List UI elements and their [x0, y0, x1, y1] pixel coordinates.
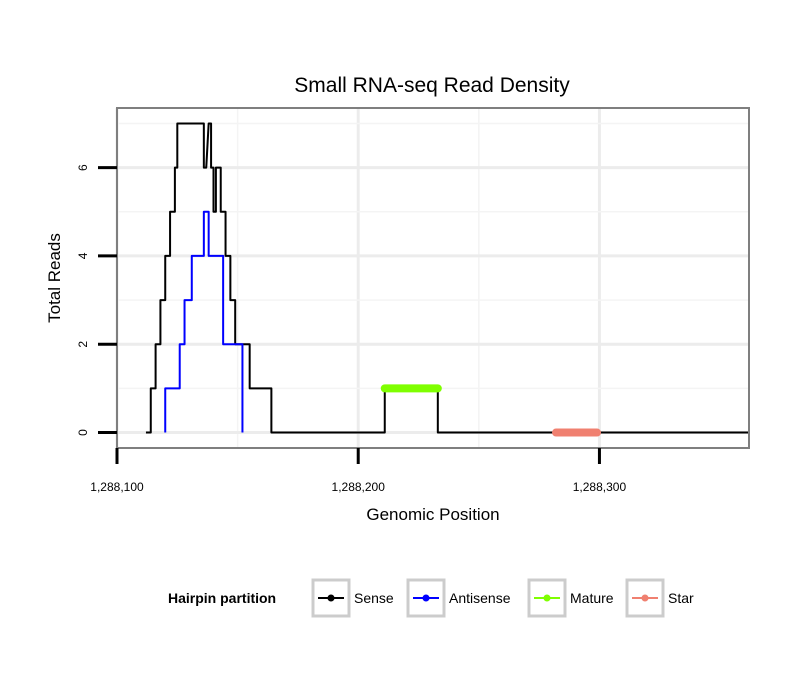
legend: Hairpin partition Sense Antisense Mature St… [168, 578, 694, 618]
series-layer [145, 122, 749, 437]
y-axis-title: Total Reads [45, 233, 64, 323]
legend-key-dot [422, 594, 430, 602]
legend-label: Sense [354, 590, 394, 606]
legend-key-dot [327, 594, 335, 602]
legend-item-star: Star [625, 578, 694, 618]
legend-key-dot [641, 594, 649, 602]
y-axis: 0 2 4 6 [76, 164, 117, 436]
y-tick-label: 0 [76, 429, 90, 436]
chart-title: Small RNA-seq Read Density [294, 74, 570, 97]
y-tick-label: 2 [76, 341, 90, 348]
x-tick-label: 1,288,100 [90, 480, 144, 494]
x-axis-title: Genomic Position [366, 505, 499, 524]
legend-label: Star [668, 590, 694, 606]
x-axis: 1,288,100 1,288,200 1,288,300 [90, 448, 626, 494]
legend-item-antisense: Antisense [406, 578, 511, 618]
x-tick-label: 1,288,300 [573, 480, 627, 494]
legend-title: Hairpin partition [168, 590, 276, 606]
legend-key-dot [543, 594, 551, 602]
legend-label: Mature [570, 590, 614, 606]
x-tick-label: 1,288,200 [332, 480, 386, 494]
legend-items: Sense Antisense Mature Star [311, 578, 694, 618]
y-tick-label: 4 [76, 252, 90, 259]
y-tick-label: 6 [76, 164, 90, 171]
plot-panel [115, 107, 750, 449]
legend-item-mature: Mature [527, 578, 614, 618]
series-line-antisense [164, 210, 244, 433]
panel-border [116, 107, 750, 449]
legend-item-sense: Sense [311, 578, 394, 618]
series-line-sense [145, 122, 749, 434]
legend-label: Antisense [449, 590, 511, 606]
